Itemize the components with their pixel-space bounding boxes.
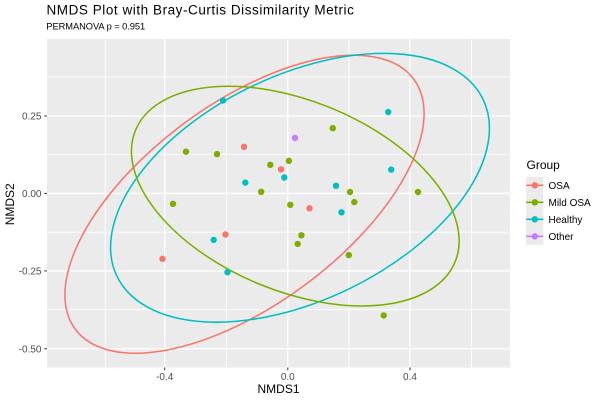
svg-text:Group: Group [527, 158, 561, 172]
svg-text:Mild OSA: Mild OSA [549, 198, 592, 209]
svg-text:0.0: 0.0 [281, 372, 295, 383]
svg-text:NMDS1: NMDS1 [257, 382, 299, 396]
svg-text:NMDS Plot with Bray-Curtis Dis: NMDS Plot with Bray-Curtis Dissimilarity… [47, 2, 355, 17]
svg-text:0.25: 0.25 [22, 112, 42, 123]
svg-text:-0.25: -0.25 [19, 267, 42, 278]
svg-text:OSA: OSA [549, 181, 570, 192]
svg-text:Healthy: Healthy [549, 215, 583, 226]
svg-text:0.4: 0.4 [403, 372, 417, 383]
svg-text:0.00: 0.00 [22, 189, 42, 200]
svg-text:NMDS2: NMDS2 [3, 183, 17, 225]
svg-text:PERMANOVA p = 0.951: PERMANOVA p = 0.951 [46, 21, 145, 31]
svg-text:-0.4: -0.4 [156, 372, 174, 383]
svg-text:Other: Other [549, 232, 575, 243]
svg-text:-0.50: -0.50 [19, 344, 42, 355]
